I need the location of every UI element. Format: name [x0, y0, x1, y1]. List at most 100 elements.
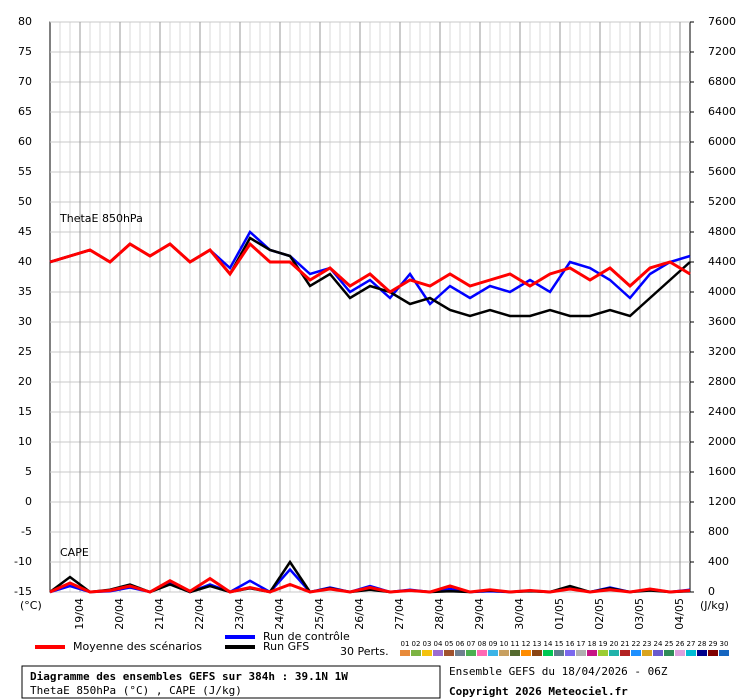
y-tick-label: 50 — [18, 195, 32, 208]
legend-label: 20 — [610, 640, 619, 648]
legend-swatch — [532, 650, 542, 656]
legend-swatch — [653, 650, 663, 656]
y2-tick-label: 6400 — [708, 105, 736, 118]
legend-label: 13 — [533, 640, 542, 648]
legend-swatch — [664, 650, 674, 656]
y2-tick-label: 4400 — [708, 255, 736, 268]
legend-swatch — [675, 650, 685, 656]
legend-swatch — [686, 650, 696, 656]
legend-swatch — [433, 650, 443, 656]
y-tick-label: 5 — [25, 465, 32, 478]
y-tick-label: 40 — [18, 255, 32, 268]
legend-label: 27 — [687, 640, 696, 648]
legend-label: 07 — [467, 640, 476, 648]
legend-label: 16 — [566, 640, 575, 648]
legend-label: 06 — [456, 640, 465, 648]
y2-tick-label: 800 — [708, 525, 729, 538]
legend-label: Run GFS — [263, 640, 309, 653]
x-tick-label: 22/04 — [193, 598, 206, 630]
y-tick-label: -5 — [21, 525, 32, 538]
legend-swatch — [598, 650, 608, 656]
x-tick-label: 19/04 — [73, 598, 86, 630]
x-tick-label: 02/05 — [593, 598, 606, 630]
legend-label: 28 — [698, 640, 707, 648]
legend-label: 23 — [643, 640, 652, 648]
legend-swatch — [609, 650, 619, 656]
legend-label: 22 — [632, 640, 641, 648]
legend-label: 10 — [500, 640, 509, 648]
y-axis-label: (°C) — [20, 599, 42, 612]
legend-swatch — [510, 650, 520, 656]
x-tick-label: 24/04 — [273, 598, 286, 630]
legend-swatch — [543, 650, 553, 656]
legend-label: 18 — [588, 640, 597, 648]
x-tick-label: 28/04 — [433, 598, 446, 630]
x-tick-label: 23/04 — [233, 598, 246, 630]
legend-label: 09 — [489, 640, 498, 648]
copyright: Copyright 2026 Meteociel.fr — [449, 685, 628, 698]
y2-tick-label: 0 — [708, 585, 715, 598]
legend-swatch — [554, 650, 564, 656]
x-tick-label: 03/05 — [633, 598, 646, 630]
y2-tick-label: 4800 — [708, 225, 736, 238]
grid — [50, 21, 690, 593]
legend-swatch — [587, 650, 597, 656]
legend-label: 05 — [445, 640, 454, 648]
y-tick-label: 25 — [18, 345, 32, 358]
chart-subtitle: ThetaE 850hPa (°C) , CAPE (J/kg) — [30, 684, 242, 697]
legend-label: 12 — [522, 640, 531, 648]
legend: Moyenne des scénarios Run de contrôleRun … — [35, 630, 729, 656]
legend-label: Moyenne des scénarios — [73, 640, 202, 653]
legend-swatch — [499, 650, 509, 656]
legend-label: 15 — [555, 640, 564, 648]
y-tick-label: -15 — [14, 585, 32, 598]
legend-swatch — [521, 650, 531, 656]
x-tick-label: 26/04 — [353, 598, 366, 630]
x-tick-label: 20/04 — [113, 598, 126, 630]
y-tick-label: 0 — [25, 495, 32, 508]
legend-swatch — [477, 650, 487, 656]
run-label: Ensemble GEFS du 18/04/2026 - 06Z — [449, 665, 668, 678]
x-tick-label: 04/05 — [673, 598, 686, 630]
y2-tick-label: 5600 — [708, 165, 736, 178]
legend-label: 01 — [401, 640, 410, 648]
annotation: ThetaE 850hPa — [59, 212, 143, 225]
y-tick-label: 30 — [18, 315, 32, 328]
legend-label: 19 — [599, 640, 608, 648]
x-tick-label: 30/04 — [513, 598, 526, 630]
x-tick-label: 25/04 — [313, 598, 326, 630]
y2-tick-label: 3600 — [708, 315, 736, 328]
y2-tick-label: 400 — [708, 555, 729, 568]
legend-label: 02 — [412, 640, 421, 648]
legend-label: 14 — [544, 640, 553, 648]
legend-swatch — [620, 650, 630, 656]
legend-label: 25 — [665, 640, 674, 648]
annotation: CAPE — [60, 546, 89, 559]
legend-swatch — [400, 650, 410, 656]
x-tick-label: 21/04 — [153, 598, 166, 630]
legend-label: 08 — [478, 640, 487, 648]
legend-label: 29 — [709, 640, 718, 648]
y-tick-label: 70 — [18, 75, 32, 88]
legend-swatch — [642, 650, 652, 656]
legend-label: 26 — [676, 640, 685, 648]
y2-tick-label: 6800 — [708, 75, 736, 88]
y2-tick-label: 1200 — [708, 495, 736, 508]
legend-label: 21 — [621, 640, 630, 648]
x-tick-label: 29/04 — [473, 598, 486, 630]
legend-label: 30 — [720, 640, 729, 648]
y-tick-label: 80 — [18, 15, 32, 28]
y2-tick-label: 7200 — [708, 45, 736, 58]
y2-tick-label: 2800 — [708, 375, 736, 388]
title-box — [21, 665, 441, 699]
legend-label: 03 — [423, 640, 432, 648]
legend-swatch — [565, 650, 575, 656]
y-tick-label: 45 — [18, 225, 32, 238]
legend-swatch — [697, 650, 707, 656]
legend-swatch — [576, 650, 586, 656]
legend-label: 11 — [511, 640, 520, 648]
legend-swatch — [411, 650, 421, 656]
legend-swatch — [455, 650, 465, 656]
y2-tick-label: 3200 — [708, 345, 736, 358]
